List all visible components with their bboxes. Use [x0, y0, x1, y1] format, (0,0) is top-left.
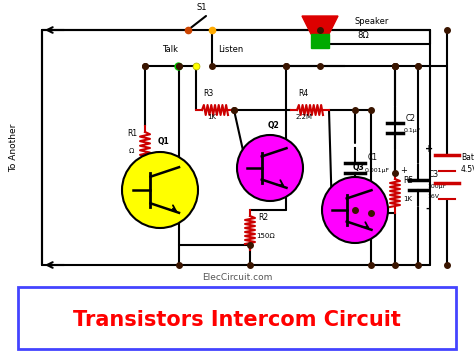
Text: 1K: 1K — [403, 196, 412, 202]
Text: Q3: Q3 — [353, 163, 364, 172]
Bar — [311, 34, 329, 48]
Text: 4.5V: 4.5V — [461, 165, 474, 174]
Text: C3: C3 — [429, 170, 439, 179]
Text: ElecCircuit.com: ElecCircuit.com — [202, 274, 272, 282]
Text: Q2: Q2 — [267, 121, 279, 130]
Text: Speaker: Speaker — [355, 18, 389, 26]
Text: C1: C1 — [368, 153, 378, 162]
Text: S1: S1 — [197, 3, 207, 12]
Text: Talk: Talk — [162, 45, 178, 54]
Text: R5: R5 — [403, 176, 413, 185]
Circle shape — [122, 152, 198, 228]
Text: 100μF: 100μF — [427, 184, 446, 189]
Text: R2: R2 — [258, 213, 268, 222]
Text: 0.1μF: 0.1μF — [404, 128, 421, 133]
Text: Transistors Intercom Circuit: Transistors Intercom Circuit — [73, 310, 401, 330]
Text: To Another: To Another — [9, 123, 18, 172]
Text: Q1: Q1 — [158, 137, 170, 146]
Text: Batteries: Batteries — [461, 153, 474, 162]
Text: 16V: 16V — [427, 194, 439, 199]
Text: 150Ω: 150Ω — [256, 233, 275, 239]
Circle shape — [322, 177, 388, 243]
Circle shape — [237, 135, 303, 201]
Text: C2: C2 — [406, 114, 416, 123]
Text: 2.2M: 2.2M — [296, 114, 313, 120]
Text: R4: R4 — [298, 89, 308, 98]
Text: R1: R1 — [127, 129, 137, 138]
Text: 8Ω: 8Ω — [357, 32, 369, 40]
Text: +: + — [400, 166, 407, 175]
Text: -: - — [425, 204, 429, 214]
Text: Ω: Ω — [129, 148, 134, 154]
Text: R3: R3 — [203, 89, 213, 98]
Text: 0.001μF: 0.001μF — [365, 168, 390, 173]
Text: Listen: Listen — [218, 45, 243, 54]
Text: +: + — [425, 144, 433, 154]
Text: 1K: 1K — [207, 114, 216, 120]
Polygon shape — [302, 16, 338, 34]
FancyBboxPatch shape — [18, 287, 456, 349]
